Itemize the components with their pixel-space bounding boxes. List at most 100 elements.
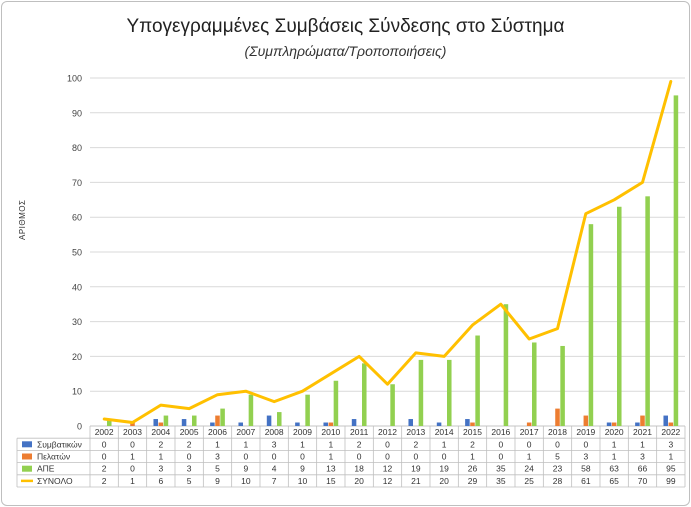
table-cell: 1 — [612, 439, 617, 449]
series-line-ΣΥΝΟΛΟ — [102, 80, 673, 424]
table-cell: 2 — [470, 439, 475, 449]
table-cell: 2 — [158, 439, 163, 449]
x-tick-label: 2017 — [520, 427, 539, 437]
table-cell: 3 — [583, 452, 588, 462]
y-tick-label: 70 — [72, 178, 82, 188]
table-cell: 63 — [609, 464, 619, 474]
table-cell: 0 — [413, 452, 418, 462]
bar-ΑΠΕ — [362, 363, 367, 426]
table-cell: 9 — [243, 464, 248, 474]
y-tick-label: 10 — [72, 387, 82, 397]
bar-ΑΠΕ — [475, 335, 480, 426]
table-cell: 2 — [187, 439, 192, 449]
series-name: ΑΠΕ — [37, 464, 55, 474]
bar-Πελατών — [470, 422, 475, 426]
bar-Πελατών — [130, 422, 135, 426]
table-cell: 1 — [328, 439, 333, 449]
bar-Πελατών — [215, 415, 220, 426]
x-tick-label: 2007 — [236, 427, 255, 437]
x-tick-label: 2013 — [406, 427, 425, 437]
bar-ΑΠΕ — [220, 408, 225, 426]
bar-ΑΠΕ — [192, 415, 197, 426]
legend-key — [22, 465, 32, 472]
table-cell: 21 — [411, 476, 421, 486]
table-cell: 5 — [187, 476, 192, 486]
bar-Συμβατικών — [266, 415, 272, 426]
table-cell: 0 — [527, 439, 532, 449]
bar-ΑΠΕ — [390, 384, 395, 426]
bar-Συμβατικών — [663, 415, 668, 426]
table-cell: 0 — [498, 439, 503, 449]
table-cell: 23 — [553, 464, 563, 474]
table-cell: 5 — [555, 452, 560, 462]
bar-ΑΠΕ — [248, 394, 254, 426]
table-cell: 19 — [411, 464, 421, 474]
bar-ΑΠΕ — [617, 206, 622, 426]
table-cell: 0 — [555, 439, 560, 449]
bar-Συμβατικών — [323, 422, 328, 426]
y-tick-label: 20 — [72, 352, 82, 362]
table-cell: 9 — [215, 476, 220, 486]
table-cell: 0 — [187, 452, 192, 462]
table-cell: 29 — [468, 476, 478, 486]
bar-Συμβατικών — [153, 419, 158, 426]
x-tick-label: 2005 — [180, 427, 199, 437]
table-cell: 1 — [130, 476, 135, 486]
y-tick-label: 50 — [72, 248, 82, 258]
x-tick-label: 2002 — [95, 427, 114, 437]
x-tick-label: 2010 — [321, 427, 340, 437]
table-cell: 0 — [385, 452, 390, 462]
table-cell: 0 — [102, 452, 107, 462]
y-tick-label: 90 — [72, 108, 82, 118]
table-cell: 1 — [442, 439, 447, 449]
legend-key — [22, 441, 32, 448]
bar-Συμβατικών — [181, 419, 187, 426]
x-tick-label: 2004 — [151, 427, 170, 437]
bar-Πελατών — [611, 422, 617, 426]
table-cell: 10 — [241, 476, 251, 486]
table-cell: 1 — [470, 452, 475, 462]
table-cell: 95 — [666, 464, 676, 474]
x-tick-label: 2006 — [208, 427, 227, 437]
x-tick-label: 2016 — [491, 427, 510, 437]
table-cell: 1 — [215, 439, 220, 449]
table-cell: 7 — [272, 476, 277, 486]
table-cell: 0 — [243, 452, 248, 462]
table-cell: 35 — [496, 464, 506, 474]
bar-ΑΠΕ — [163, 415, 169, 426]
bar-Πελατών — [555, 408, 560, 426]
table-cell: 19 — [439, 464, 449, 474]
bar-Πελατών — [583, 415, 589, 426]
table-cell: 0 — [130, 439, 135, 449]
bar-ΑΠΕ — [588, 224, 594, 426]
table-cell: 9 — [300, 464, 305, 474]
table-cell: 0 — [300, 452, 305, 462]
x-tick-label: 2008 — [265, 427, 284, 437]
table-cell: 0 — [583, 439, 588, 449]
bar-Πελατών — [328, 422, 334, 426]
table-cell: 18 — [354, 464, 364, 474]
table-cell: 10 — [298, 476, 308, 486]
table-cell: 1 — [668, 452, 673, 462]
table-cell: 3 — [187, 464, 192, 474]
table-cell: 1 — [300, 439, 305, 449]
bar-ΑΠΕ — [333, 380, 339, 426]
table-cell: 2 — [413, 439, 418, 449]
bar-Συμβατικών — [351, 419, 357, 426]
x-tick-label: 2021 — [633, 427, 652, 437]
x-tick-label: 2014 — [435, 427, 454, 437]
bar-Συμβατικών — [606, 422, 612, 426]
table-cell: 1 — [640, 439, 645, 449]
bar-Πελατών — [158, 422, 164, 426]
x-tick-label: 2018 — [548, 427, 567, 437]
x-tick-label: 2009 — [293, 427, 312, 437]
y-tick-label: 100 — [67, 74, 82, 84]
table-cell: 24 — [524, 464, 534, 474]
y-tick-label: 40 — [72, 282, 82, 292]
bar-ΑΠΕ — [305, 394, 310, 426]
bar-Συμβατικών — [635, 422, 640, 426]
table-cell: 20 — [354, 476, 364, 486]
bar-ΑΠΕ — [560, 345, 565, 426]
bar-Πελατών — [640, 415, 645, 426]
